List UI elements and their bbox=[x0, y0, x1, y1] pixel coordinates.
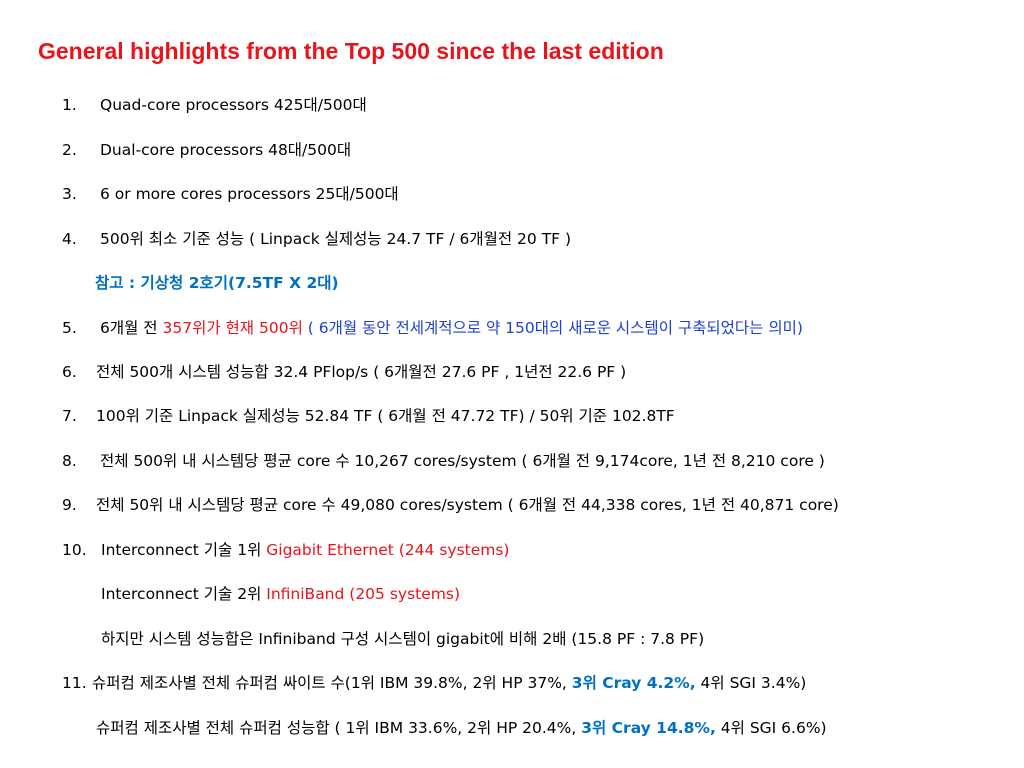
item-text: Interconnect 기술 1위 Gigabit Ethernet (244… bbox=[101, 536, 509, 564]
item-text-part: Interconnect 기술 2위 bbox=[101, 585, 267, 603]
highlight-blue: ( 6개월 동안 전세계적으로 약 150대의 새로운 시스템이 구축되었다는 … bbox=[307, 319, 803, 337]
item-text: 슈퍼컴 제조사별 전체 슈퍼컴 성능합 ( 1위 IBM 33.6%, 2위 H… bbox=[96, 714, 827, 742]
item-text: 하지만 시스템 성능합은 Infiniband 구성 시스템이 gigabit에… bbox=[101, 630, 705, 648]
item-text: 전체 500위 내 시스템당 평균 core 수 10,267 cores/sy… bbox=[100, 452, 825, 470]
item-number: 5. bbox=[62, 319, 77, 337]
item-text: 슈퍼컴 제조사별 전체 슈퍼컴 싸이트 수(1위 IBM 39.8%, 2위 H… bbox=[92, 669, 806, 697]
note-text: 참고 : 기상청 2호기(7.5TF X 2대) bbox=[95, 274, 339, 292]
item-text: 6개월 전 357위가 현재 500위 ( 6개월 동안 전세계적으로 약 15… bbox=[100, 314, 803, 342]
item-text: 500위 최소 기준 성능 ( Linpack 실제성능 24.7 TF / 6… bbox=[100, 230, 572, 248]
item-text-part: 4위 SGI 3.4%) bbox=[695, 674, 807, 692]
item-text: Interconnect 기술 2위 InfiniBand (205 syste… bbox=[101, 580, 460, 608]
item-number: 8. bbox=[62, 452, 77, 470]
item-text: Dual-core processors 48대/500대 bbox=[100, 141, 352, 159]
highlight-red: InfiniBand (205 systems) bbox=[266, 585, 460, 603]
item-number: 3. bbox=[62, 185, 77, 203]
item-text: 전체 50위 내 시스템당 평균 core 수 49,080 cores/sys… bbox=[96, 496, 839, 514]
highlight-red: 357위가 현재 500위 bbox=[162, 319, 308, 337]
item-number: 9. bbox=[62, 496, 77, 514]
item-number: 7. bbox=[62, 407, 77, 425]
highlight-red: Gigabit Ethernet (244 systems) bbox=[266, 541, 510, 559]
item-number: 4. bbox=[62, 230, 77, 248]
item-text-part: Interconnect 기술 1위 bbox=[101, 541, 267, 559]
item-text-part: 4위 SGI 6.6%) bbox=[715, 719, 827, 737]
item-number: 1. bbox=[62, 96, 77, 114]
item-number: 10. bbox=[62, 541, 87, 559]
item-text: 6 or more cores processors 25대/500대 bbox=[100, 185, 399, 203]
item-number: 2. bbox=[62, 141, 77, 159]
highlight-blue: 3위 Cray 14.8%, bbox=[581, 719, 716, 737]
item-text-part: 슈퍼컴 제조사별 전체 슈퍼컴 싸이트 수(1위 IBM 39.8%, 2위 H… bbox=[92, 674, 572, 692]
highlight-blue: 3위 Cray 4.2%, bbox=[571, 674, 696, 692]
item-number: 11. bbox=[62, 674, 87, 692]
item-number: 6. bbox=[62, 363, 77, 381]
item-text-part: 슈퍼컴 제조사별 전체 슈퍼컴 성능합 ( 1위 IBM 33.6%, 2위 H… bbox=[96, 719, 582, 737]
page-title: General highlights from the Top 500 sinc… bbox=[38, 38, 664, 64]
item-text-part: 6개월 전 bbox=[100, 319, 163, 337]
item-text: 100위 기준 Linpack 실제성능 52.84 TF ( 6개월 전 47… bbox=[96, 407, 675, 425]
item-text: 전체 500개 시스템 성능합 32.4 PFlop/s ( 6개월전 27.6… bbox=[96, 363, 627, 381]
item-text: Quad-core processors 425대/500대 bbox=[100, 96, 367, 114]
